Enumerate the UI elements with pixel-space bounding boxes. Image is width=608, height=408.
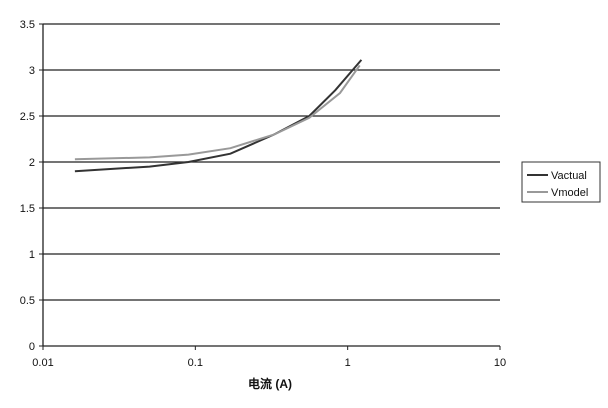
y-tick-label: 2 [29,157,35,169]
legend-label: Vmodel [551,187,588,199]
x-tick-label: 0.1 [188,357,203,369]
x-axis-label: 电流 (A) [248,376,292,391]
legend: Vactual Vmodel [521,161,601,203]
y-tick-label: 0 [29,341,35,353]
x-tick-label: 0.01 [32,357,53,369]
y-tick-label: 1.5 [20,203,35,215]
y-tick-label: 3 [29,65,35,77]
x-tick-label: 10 [494,357,506,369]
series-line-vmodel [74,64,361,161]
y-tick-label: 1 [29,249,35,261]
y-tick-label: 0.5 [20,295,35,307]
x-tick-label: 1 [345,357,351,369]
y-tick-label: 2.5 [20,111,35,123]
y-tick-label: 3.5 [20,19,35,31]
legend-label: Vactual [551,170,587,182]
series-line-vactual [74,59,363,173]
